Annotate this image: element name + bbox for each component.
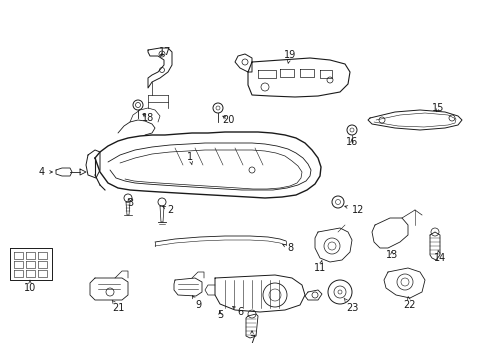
Text: 8: 8 [282, 243, 292, 253]
Text: 20: 20 [222, 115, 234, 125]
Text: 22: 22 [403, 297, 415, 310]
Text: 3: 3 [127, 198, 133, 208]
Text: 13: 13 [385, 250, 397, 260]
Text: 14: 14 [433, 250, 445, 263]
Text: 4: 4 [39, 167, 52, 177]
Text: 2: 2 [163, 205, 173, 215]
Text: 11: 11 [313, 260, 325, 273]
Text: 15: 15 [431, 103, 443, 113]
Text: 9: 9 [192, 296, 201, 310]
Text: 21: 21 [112, 300, 124, 313]
Text: 18: 18 [142, 113, 154, 123]
Text: 10: 10 [24, 280, 36, 293]
Text: 17: 17 [159, 47, 171, 57]
Text: 5: 5 [217, 310, 223, 320]
Text: 23: 23 [344, 298, 357, 313]
Text: 7: 7 [248, 331, 255, 345]
Text: 12: 12 [344, 205, 364, 215]
Text: 19: 19 [284, 50, 296, 63]
Text: 1: 1 [186, 152, 193, 165]
Text: 6: 6 [232, 306, 243, 317]
Text: 16: 16 [345, 137, 357, 147]
